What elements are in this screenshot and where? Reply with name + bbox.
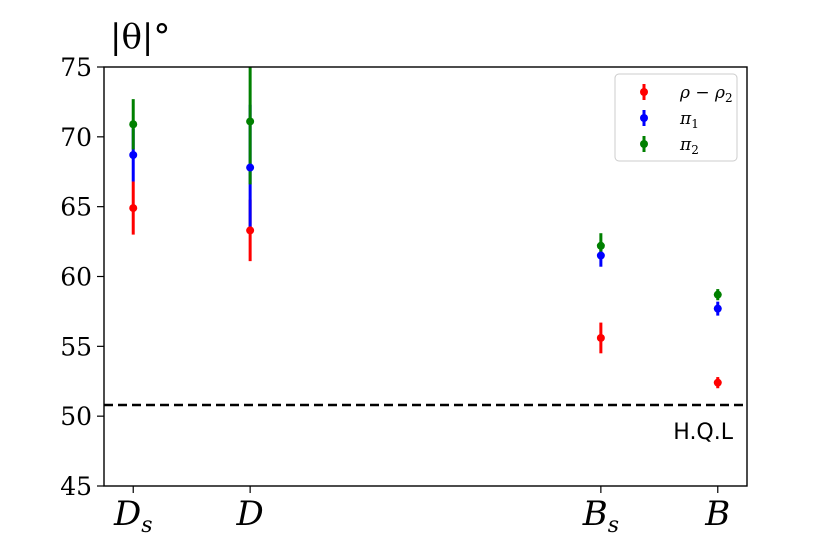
data-point bbox=[596, 333, 605, 342]
data-point bbox=[129, 204, 138, 213]
x-tick-label: Bs bbox=[582, 494, 619, 538]
y-tick-label: 75 bbox=[60, 53, 92, 82]
y-axis-label: |θ|° bbox=[110, 17, 170, 57]
data-point bbox=[246, 226, 255, 235]
data-point bbox=[246, 163, 255, 172]
legend-marker-point bbox=[640, 88, 648, 96]
legend-marker-point bbox=[640, 140, 648, 148]
y-tick-label: 60 bbox=[60, 263, 92, 292]
y-tick-label: 50 bbox=[60, 402, 92, 431]
y-tick-label: 45 bbox=[60, 472, 92, 501]
data-point bbox=[129, 120, 138, 129]
y-tick-label: 65 bbox=[60, 193, 92, 222]
y-tick-label: 55 bbox=[60, 332, 92, 361]
x-axis-ticks: Ds D Bs B bbox=[113, 486, 730, 538]
data-points bbox=[129, 117, 722, 387]
data-point bbox=[596, 241, 605, 250]
legend-marker-point bbox=[640, 114, 648, 122]
data-point bbox=[713, 378, 722, 387]
x-tick-label: D bbox=[236, 494, 264, 534]
reference-line-label: H.Q.L bbox=[673, 420, 733, 445]
legend-label: ρ − ρ2 bbox=[679, 83, 733, 105]
x-tick-label: B bbox=[704, 494, 730, 534]
data-point bbox=[713, 290, 722, 299]
reference-line-group: H.Q.L bbox=[104, 403, 747, 445]
y-tick-label: 70 bbox=[60, 123, 92, 152]
y-axis-ticks: 45 50 55 60 65 70 75 bbox=[60, 53, 104, 501]
data-point bbox=[596, 251, 605, 260]
data-point bbox=[713, 304, 722, 313]
data-point bbox=[129, 150, 138, 159]
x-tick-label: Ds bbox=[113, 494, 153, 538]
data-point bbox=[246, 117, 255, 126]
